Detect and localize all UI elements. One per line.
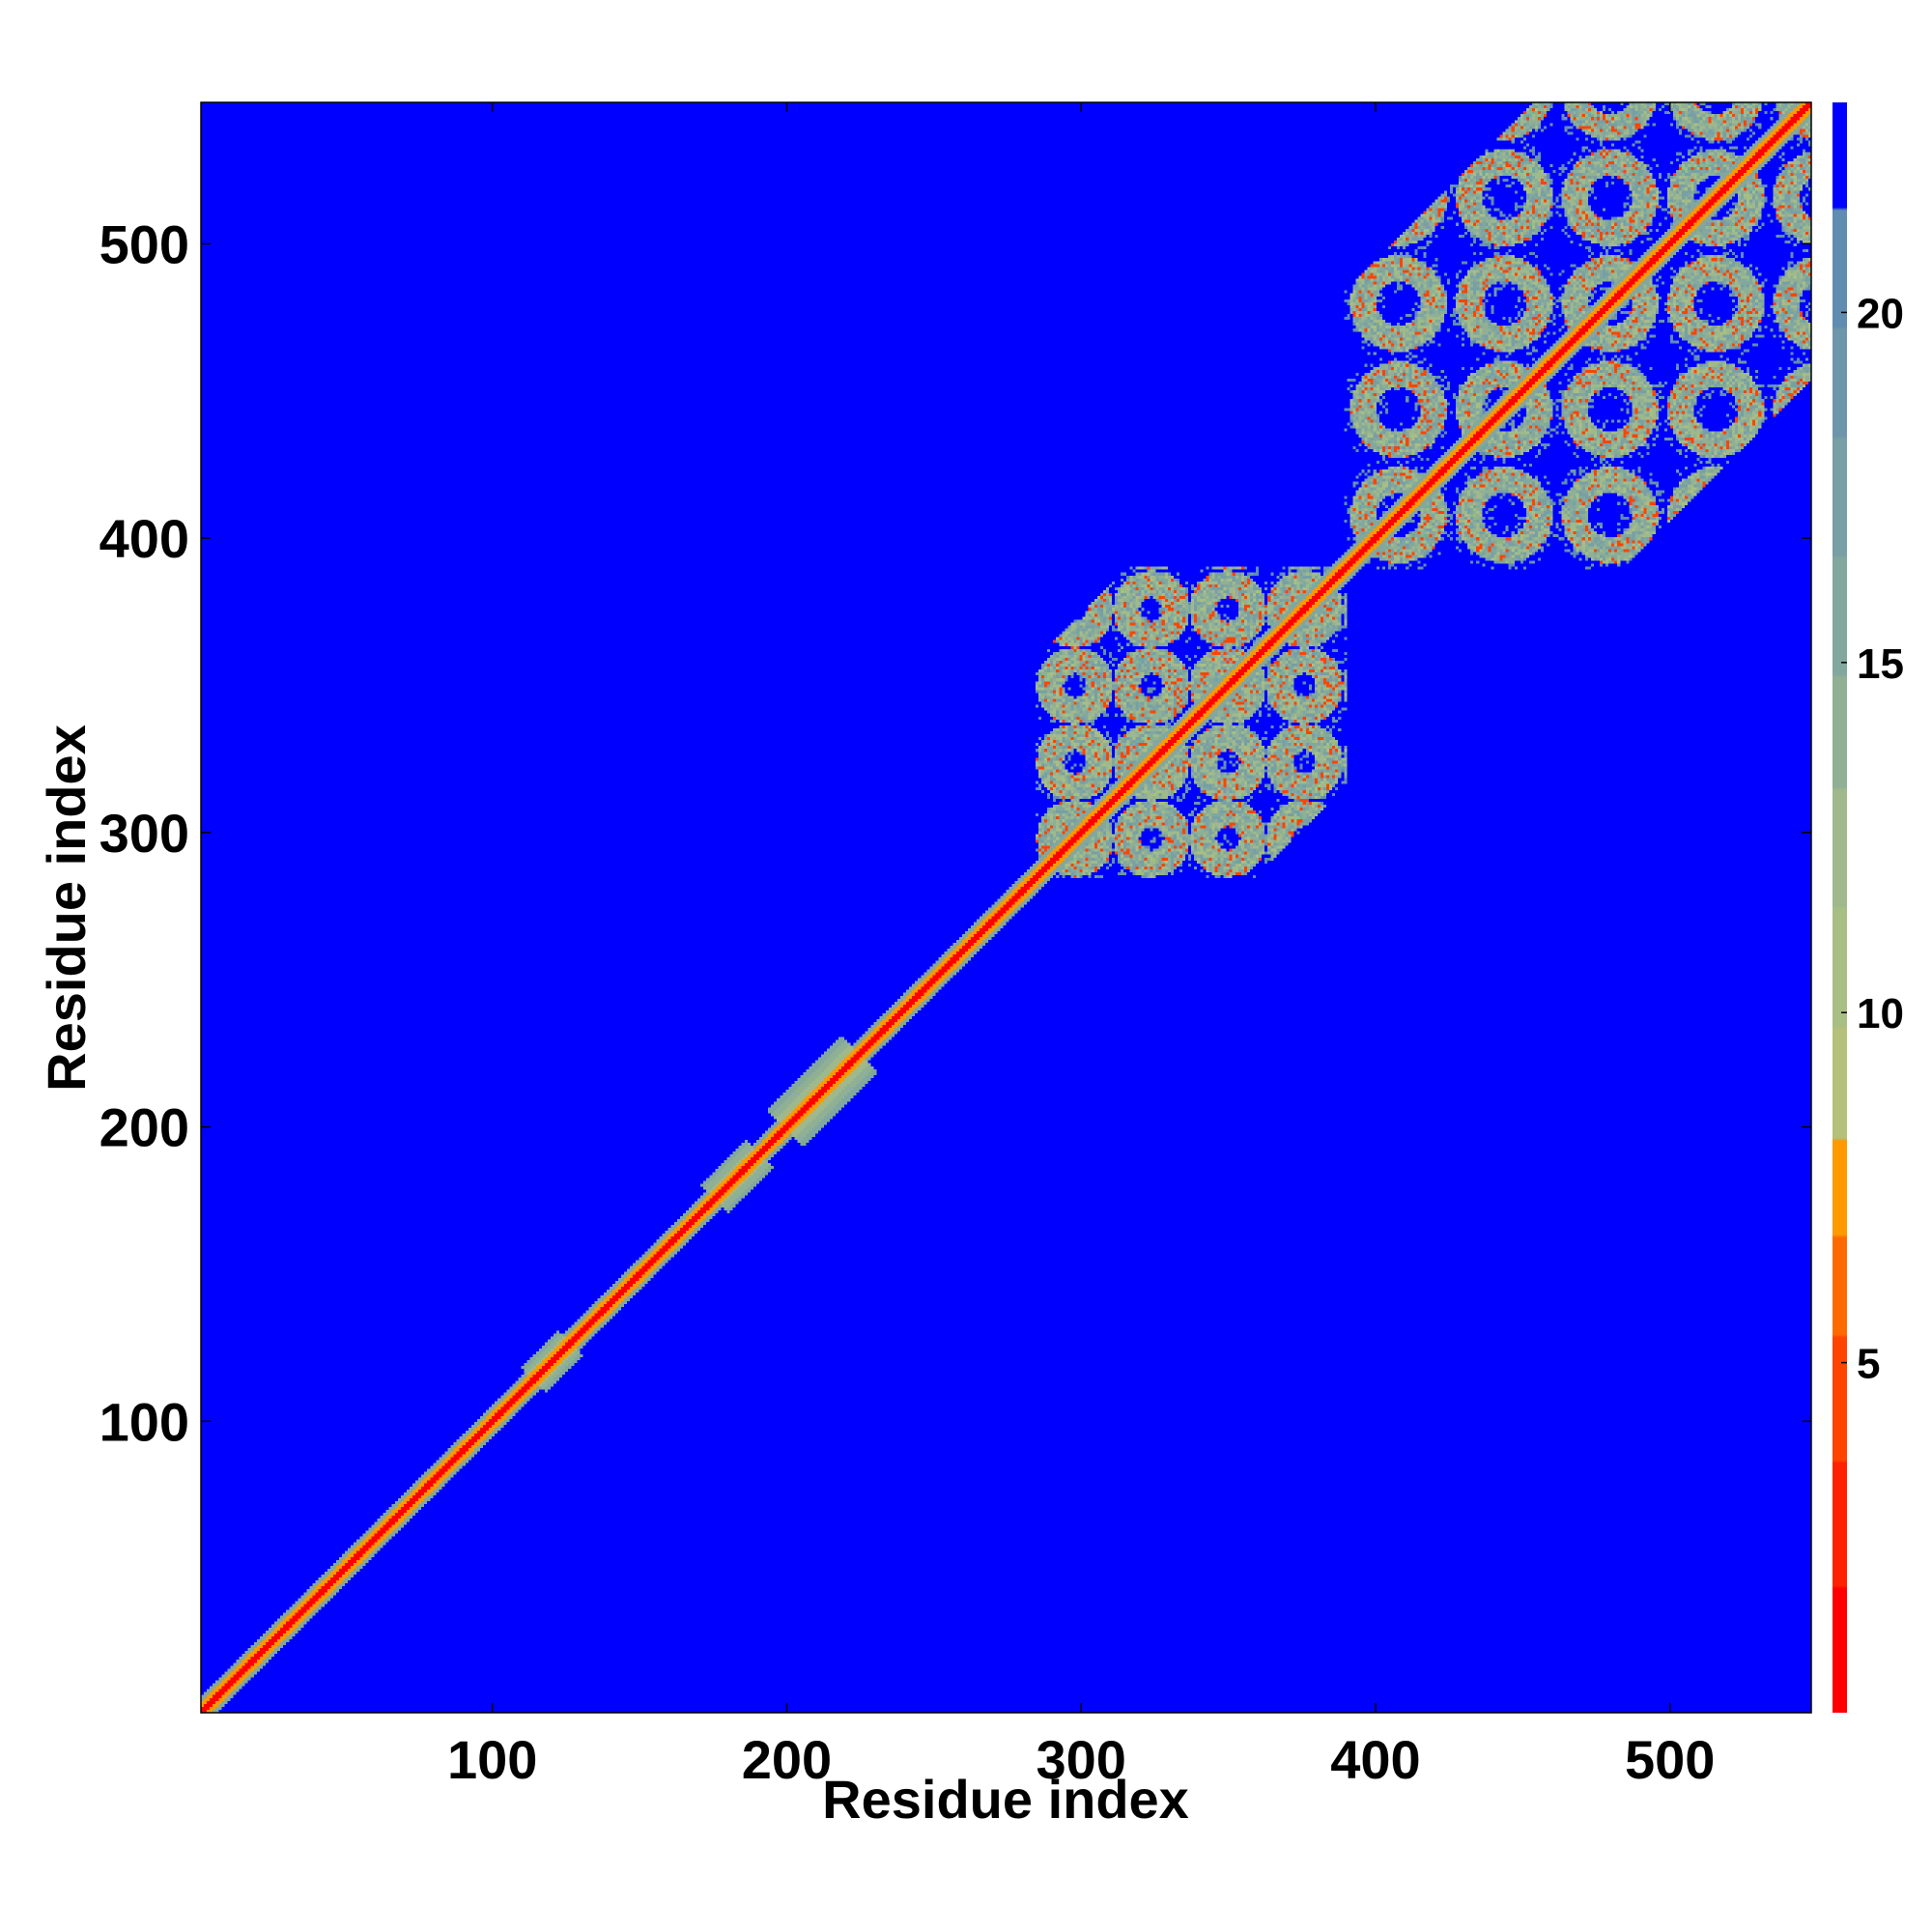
y-tick-label: 300	[99, 803, 189, 864]
y-axis-label: Residue index	[36, 724, 97, 1092]
colorbar-tick-label: 10	[1857, 990, 1904, 1037]
x-tick-label: 200	[742, 1729, 832, 1790]
plot-frame	[200, 101, 1812, 1714]
y-tick-label: 200	[99, 1097, 189, 1158]
colorbar	[1833, 102, 1847, 1713]
colorbar-tick-label: 20	[1857, 290, 1904, 337]
colorbar-tick-label: 5	[1857, 1341, 1880, 1388]
x-tick-label: 500	[1625, 1729, 1715, 1790]
y-tick-label: 400	[99, 508, 189, 569]
x-tick-label: 400	[1330, 1729, 1420, 1790]
y-axis: 100 200 300 400 500	[99, 213, 1811, 1452]
colorbar-tick-label: 15	[1857, 640, 1904, 688]
y-tick-label: 500	[99, 213, 189, 274]
colorbar-axis: 5 10 15 20	[1841, 290, 1904, 1388]
heatmap-image	[201, 102, 1811, 1713]
y-tick-label: 100	[99, 1391, 189, 1452]
x-axis: 100 200 300 400 500	[447, 102, 1715, 1790]
x-tick-label: 100	[447, 1729, 537, 1790]
x-axis-label: Residue index	[822, 1769, 1189, 1830]
x-tick-label: 300	[1036, 1729, 1125, 1790]
